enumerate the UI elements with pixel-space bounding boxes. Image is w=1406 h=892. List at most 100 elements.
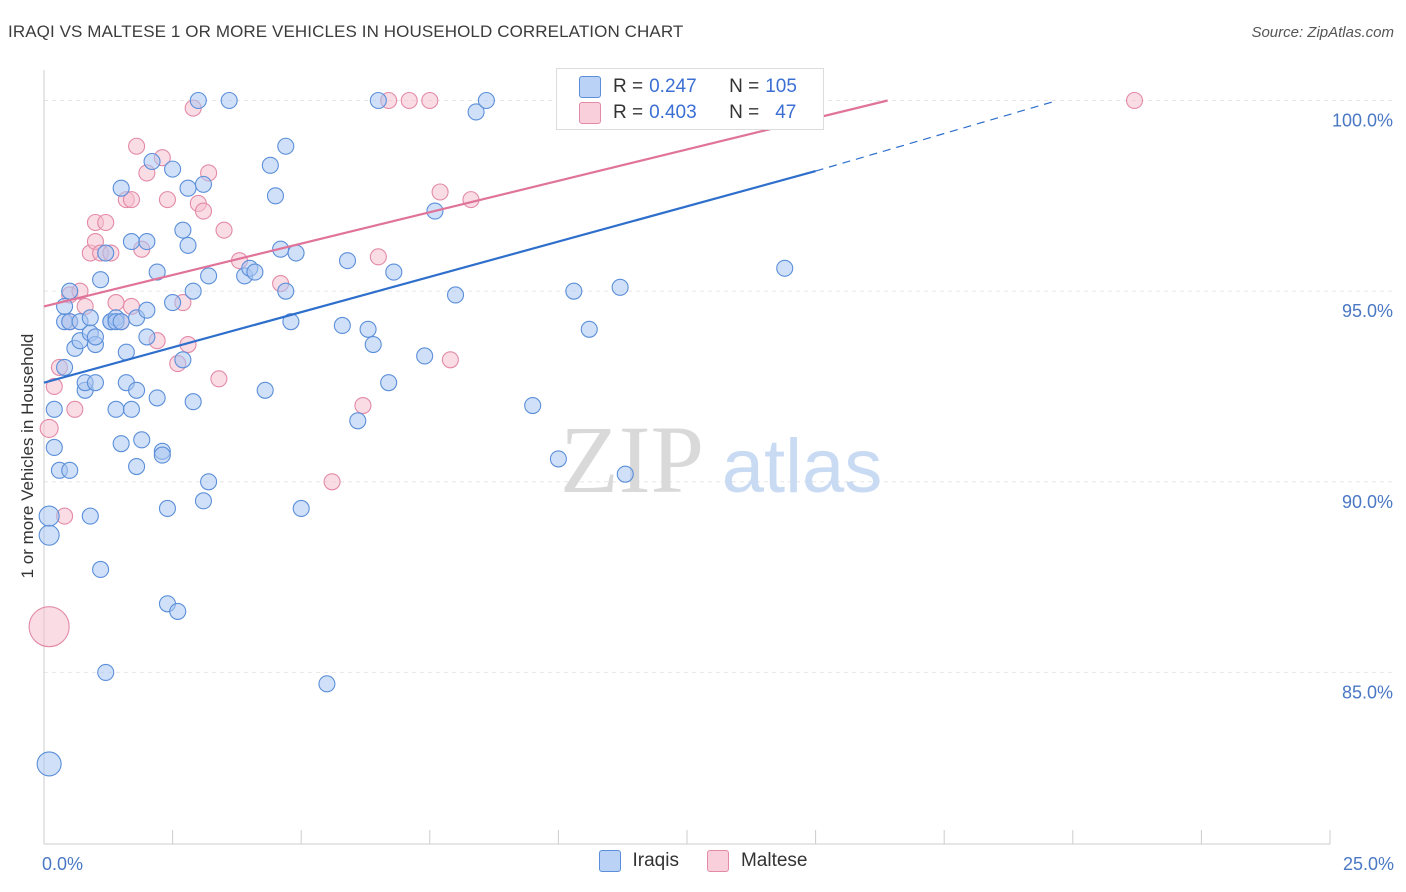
iraqis-point (611, 278, 629, 296)
iraqis-point (56, 358, 74, 376)
iraqis-point (174, 221, 192, 239)
iraqis-point (333, 316, 351, 335)
n-value: 47 (775, 102, 797, 123)
y-tick-label: 90.0% (1342, 492, 1393, 512)
n-value: 105 (765, 76, 797, 97)
iraqis-point (169, 602, 187, 620)
iraqis-point (266, 187, 285, 205)
iraqis-point (107, 400, 125, 418)
legend-label-iraqis: Iraqis (632, 850, 679, 871)
chart-title: IRAQI VS MALTESE 1 OR MORE VEHICLES IN H… (8, 22, 684, 41)
maltese-point (354, 396, 372, 415)
iraqis-point (179, 236, 197, 254)
iraqis-point (477, 91, 495, 110)
maltese-point (323, 473, 341, 491)
iraqis-point (138, 301, 156, 319)
r-label: R = (613, 76, 644, 97)
iraqis-point (38, 505, 60, 527)
iraqis-point (45, 400, 63, 418)
iraqis-point (549, 450, 567, 468)
iraqis-point (86, 374, 104, 392)
iraqis-point (112, 179, 130, 197)
r-label: R = (613, 102, 644, 123)
x-tick-label-max: 25.0% (1343, 854, 1394, 874)
maltese-point (66, 400, 84, 418)
iraqis-point (45, 438, 63, 457)
iraqis-point (385, 263, 403, 281)
iraqis-point (184, 282, 202, 300)
iraqis-point (148, 263, 166, 281)
legend-item-maltese[interactable]: Maltese (706, 850, 808, 872)
maltese-point (45, 377, 63, 396)
maltese-points (28, 91, 1144, 648)
maltese-point (158, 191, 177, 209)
iraqis-point (349, 412, 367, 430)
iraqis-point (81, 507, 99, 525)
iraqis-point (61, 282, 79, 300)
iraqis-swatch (598, 850, 621, 872)
iraqis-point (200, 267, 218, 285)
iraqis-point (446, 286, 465, 304)
y-tick-label: 100.0% (1332, 111, 1393, 131)
iraqis-point (122, 233, 140, 251)
maltese-point (400, 91, 418, 110)
n-label: N = (729, 76, 760, 97)
trend-lines (43, 99, 1058, 384)
iraqis-point (133, 431, 151, 449)
iraqis-point (194, 175, 213, 193)
grid-lines (44, 100, 1392, 673)
iraqis-point (97, 663, 115, 681)
iraqis-point (277, 137, 295, 155)
iraqis-point (128, 381, 146, 399)
maltese-point (28, 606, 70, 648)
iraqis-point (256, 381, 274, 399)
maltese-point (128, 137, 146, 155)
maltese-point (1125, 91, 1144, 110)
legend-label-maltese: Maltese (740, 850, 808, 871)
y-tick-label: 85.0% (1342, 682, 1393, 702)
n-label: N = (729, 102, 760, 123)
maltese-point (441, 351, 459, 369)
iraqis-point (467, 103, 485, 121)
maltese-point (462, 191, 480, 209)
tick-labels: 85.0% 90.0% 95.0% 100.0% 0.0% 25.0% (42, 111, 1394, 874)
maltese-point (97, 213, 115, 232)
iraqis-point (380, 374, 398, 392)
iraqis-point (524, 396, 542, 415)
iraqis-point (364, 335, 382, 354)
iraqis-point (138, 328, 156, 346)
iraqis-point (97, 244, 115, 262)
iraqis-point (92, 560, 110, 579)
iraqis-point (565, 282, 583, 300)
iraqis-point (318, 675, 336, 693)
maltese-point (122, 191, 140, 209)
iraqis-point (261, 156, 279, 174)
maltese-swatch (579, 102, 601, 124)
iraqis-point (112, 313, 130, 331)
iraqis-point (153, 446, 171, 464)
legend-row-maltese: R = 0.403 N = 47 (579, 100, 796, 126)
iraqis-point (164, 294, 182, 312)
iraqis-point (128, 457, 146, 476)
iraqis-point (416, 347, 434, 365)
iraqis-point (143, 152, 161, 171)
maltese-point (215, 221, 233, 239)
iraqis-point (138, 233, 156, 251)
iraqis-point (580, 320, 598, 338)
iraqis-points (36, 91, 794, 777)
maltese-point (369, 248, 387, 266)
iraqis-point (36, 751, 62, 777)
iraqis-point (282, 313, 300, 331)
maltese-point (107, 294, 125, 312)
iraqis-point (86, 328, 104, 346)
iraqis-point (61, 461, 79, 479)
iraqis-point (164, 160, 182, 178)
iraqis-point (338, 252, 357, 270)
legend-item-iraqis[interactable]: Iraqis (598, 850, 679, 872)
iraqis-trend-line (43, 169, 816, 384)
iraqis-swatch (579, 76, 601, 98)
maltese-swatch (706, 850, 729, 872)
maltese-trend-line (43, 99, 888, 308)
iraqis-point (220, 91, 238, 110)
iraqis-point (194, 492, 213, 510)
